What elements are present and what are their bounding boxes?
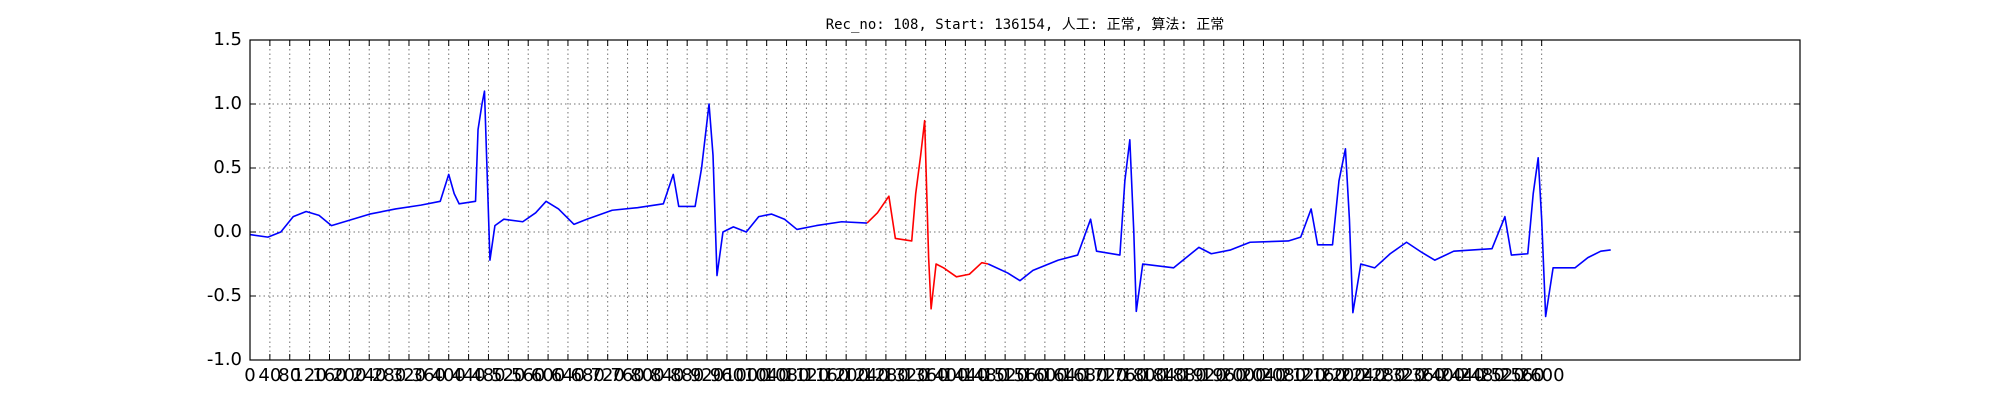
x-tick-label: 1080 (764, 365, 810, 386)
x-tick-label: 1960 (1201, 365, 1247, 386)
x-tick-label: 1400 (923, 365, 969, 386)
x-tick-label: 200 (332, 365, 366, 386)
x-tick-label: 2240 (1340, 365, 1386, 386)
y-tick-label: 1.0 (213, 93, 242, 114)
x-tick-label: 720 (591, 365, 625, 386)
x-tick-label: 2440 (1439, 365, 1485, 386)
x-tick-label: 1840 (1141, 365, 1187, 386)
x-tick-label: 1000 (724, 365, 770, 386)
x-tick-label: 2080 (1260, 365, 1306, 386)
y-tick-label: 0.5 (213, 157, 242, 178)
x-tick-label: 800 (630, 365, 664, 386)
x-tick-label: 2280 (1360, 365, 1406, 386)
x-tick-label: 2520 (1479, 365, 1525, 386)
x-tick-label: 1200 (823, 365, 869, 386)
x-tick-label: 760 (610, 365, 644, 386)
x-tick-label: 0 (244, 365, 255, 386)
x-tick-label: 160 (312, 365, 346, 386)
x-tick-label: 2320 (1380, 365, 1426, 386)
y-tick-label: -1.0 (207, 349, 242, 370)
x-tick-label: 2360 (1400, 365, 1446, 386)
ecg-line (249, 90, 868, 277)
x-tick-label: 1160 (803, 365, 849, 386)
x-tick-label: 240 (352, 365, 386, 386)
x-tick-label: 40 (258, 365, 281, 386)
x-tick-label: 1520 (982, 365, 1028, 386)
ecg-line (987, 139, 1611, 318)
y-tick-label: -0.5 (207, 285, 242, 306)
x-tick-label: 360 (412, 365, 446, 386)
x-tick-label: 960 (710, 365, 744, 386)
x-tick-label: 480 (471, 365, 505, 386)
x-tick-label: 1720 (1082, 365, 1128, 386)
x-tick-label: 680 (571, 365, 605, 386)
x-tick-label: 440 (451, 365, 485, 386)
x-tick-label: 1280 (863, 365, 909, 386)
x-tick-label: 560 (511, 365, 545, 386)
y-tick-label: 1.5 (213, 29, 242, 50)
x-tick-label: 1480 (962, 365, 1008, 386)
x-tick-label: 1240 (843, 365, 889, 386)
x-tick-label: 920 (690, 365, 724, 386)
x-tick-label: 400 (432, 365, 466, 386)
plot-frame (249, 39, 1801, 361)
x-tick-label: 1880 (1161, 365, 1207, 386)
x-tick-label: 640 (551, 365, 585, 386)
x-tick-label: 1120 (784, 365, 830, 386)
ecg-line (866, 119, 989, 310)
x-tick-label: 2120 (1280, 365, 1326, 386)
x-tick-label: 1040 (744, 365, 790, 386)
x-tick-label: 2200 (1320, 365, 1366, 386)
x-tick-label: 1680 (1062, 365, 1108, 386)
x-tick-label: 1600 (1022, 365, 1068, 386)
x-tick-label: 2480 (1459, 365, 1505, 386)
x-tick-label: 1440 (942, 365, 988, 386)
x-tick-label: 2560 (1499, 365, 1545, 386)
x-tick-label: 1800 (1121, 365, 1167, 386)
x-tick-label: 2160 (1300, 365, 1346, 386)
x-tick-label: 320 (392, 365, 426, 386)
chart-title: Rec_no: 108, Start: 136154, 人工: 正常, 算法: … (826, 17, 1225, 33)
x-tick-label: 80 (278, 365, 301, 386)
x-tick-label: 840 (650, 365, 684, 386)
x-tick-label: 1320 (883, 365, 929, 386)
x-tick-label: 1760 (1101, 365, 1147, 386)
y-tick-label: 0.0 (213, 221, 242, 242)
x-tick-label: 2600 (1519, 365, 1565, 386)
x-tick-label: 1360 (903, 365, 949, 386)
x-tick-label: 2000 (1221, 365, 1267, 386)
x-tick-label: 1560 (1002, 365, 1048, 386)
x-tick-label: 120 (292, 365, 326, 386)
x-tick-label: 600 (531, 365, 565, 386)
x-tick-label: 520 (491, 365, 525, 386)
x-tick-label: 1640 (1042, 365, 1088, 386)
x-tick-label: 2040 (1241, 365, 1287, 386)
x-tick-label: 2400 (1419, 365, 1465, 386)
x-tick-label: 880 (670, 365, 704, 386)
x-tick-label: 1920 (1181, 365, 1227, 386)
x-tick-label: 280 (372, 365, 406, 386)
